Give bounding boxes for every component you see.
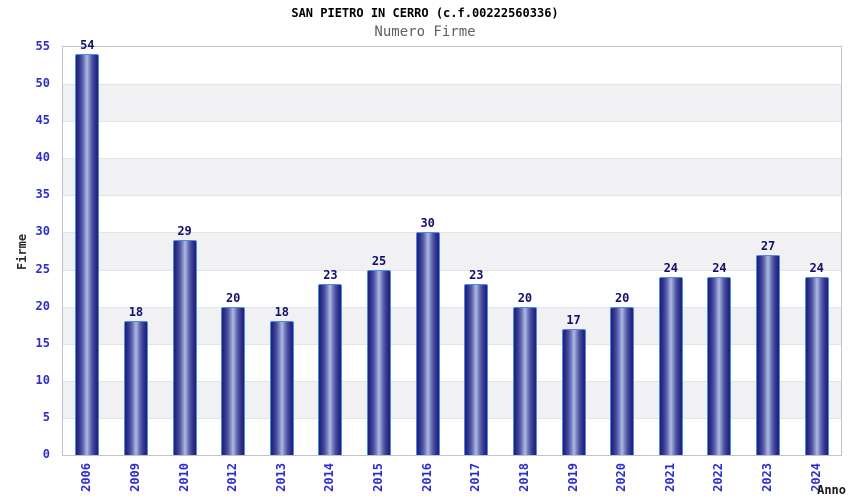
y-tick-label: 50 [35, 76, 50, 91]
plot-area: 54 18 29 20 18 23 25 30 23 20 17 20 24 24 27 24 [62, 38, 842, 456]
gridline [63, 380, 841, 382]
bar-2009 [123, 321, 148, 455]
y-tick-label: 35 [35, 187, 50, 202]
y-tick-label: 15 [35, 335, 50, 350]
x-tick-label: 2013 [273, 463, 288, 492]
x-axis-labels: 2006 2009 2010 2012 2013 2014 2015 2016 2017 2018… [62, 461, 842, 500]
bar-2013 [269, 321, 294, 455]
bar-2023 [756, 254, 781, 455]
bar-value-label: 23 [469, 268, 484, 283]
y-tick-label: 55 [35, 39, 50, 53]
x-tick-label: 2017 [468, 463, 483, 492]
x-tick-label: 2018 [516, 463, 531, 492]
gridline [63, 195, 841, 197]
y-tick-label: 0 [42, 447, 50, 461]
bar-value-label: 20 [225, 290, 241, 305]
bar-value-label: 20 [614, 290, 630, 305]
x-tick-label: 2019 [565, 463, 580, 492]
bar-2006 [75, 54, 100, 455]
bar-value-label: 29 [177, 223, 192, 238]
bar-2017 [464, 284, 489, 455]
x-tick-label: 2021 [662, 463, 677, 492]
bar-value-label: 23 [323, 268, 338, 283]
bar-value-label: 24 [712, 260, 727, 275]
x-tick-label: 2012 [225, 463, 240, 492]
x-tick-label: 2020 [614, 463, 629, 492]
bar-value-label: 17 [566, 312, 581, 327]
y-tick-label: 10 [35, 372, 50, 387]
bar-value-label: 27 [760, 238, 776, 253]
bar-2024 [804, 276, 829, 455]
bar-2012 [221, 306, 246, 455]
gridline [63, 158, 841, 160]
bar-value-label: 24 [809, 260, 824, 275]
chart-subtitle: Numero Firme [374, 24, 476, 40]
bar-2018 [512, 306, 537, 455]
bar-2010 [172, 239, 197, 455]
y-axis-ticks: 0 5 10 15 20 25 30 35 40 45 50 55 [0, 39, 58, 461]
bar-value-label: 30 [420, 216, 435, 231]
gridline [63, 343, 841, 345]
x-axis-title: Anno [817, 483, 846, 497]
y-tick-label: 30 [35, 224, 50, 239]
gridline [63, 84, 841, 86]
y-tick-label: 40 [35, 150, 50, 165]
bar-value-label: 25 [371, 253, 387, 268]
bar-2016 [415, 232, 440, 455]
grid-band [63, 84, 841, 122]
gridline [63, 232, 841, 234]
x-tick-label: 2010 [176, 463, 191, 492]
gridline [63, 121, 841, 123]
gridline [63, 417, 841, 419]
bar-value-label: 18 [128, 305, 144, 320]
bar-2014 [318, 284, 343, 455]
x-tick-label: 2016 [419, 463, 434, 492]
bar-2020 [610, 306, 635, 455]
grid-band [63, 158, 841, 196]
x-tick-label: 2009 [127, 463, 142, 492]
x-tick-label: 2022 [711, 463, 726, 492]
bar-2015 [367, 269, 392, 455]
y-tick-label: 45 [35, 113, 50, 128]
bar-value-label: 20 [517, 290, 533, 305]
x-tick-label: 2006 [79, 463, 94, 492]
bar-value-label: 54 [80, 38, 95, 53]
chart-title: SAN PIETRO IN CERRO (c.f.00222560336) [291, 6, 559, 20]
gridline [63, 306, 841, 308]
gridline [63, 269, 841, 271]
bar-2021 [658, 276, 683, 455]
y-tick-label: 20 [35, 298, 50, 313]
bar-value-label: 24 [663, 260, 679, 275]
y-axis-title: Firme [15, 233, 29, 270]
bar-value-label: 18 [274, 305, 290, 320]
y-tick-label: 25 [35, 261, 50, 276]
x-tick-label: 2015 [371, 463, 386, 492]
bar-2019 [561, 328, 586, 455]
bar-2022 [707, 276, 732, 455]
x-tick-label: 2023 [760, 463, 775, 492]
y-tick-label: 5 [42, 409, 50, 424]
x-tick-label: 2014 [322, 463, 337, 492]
